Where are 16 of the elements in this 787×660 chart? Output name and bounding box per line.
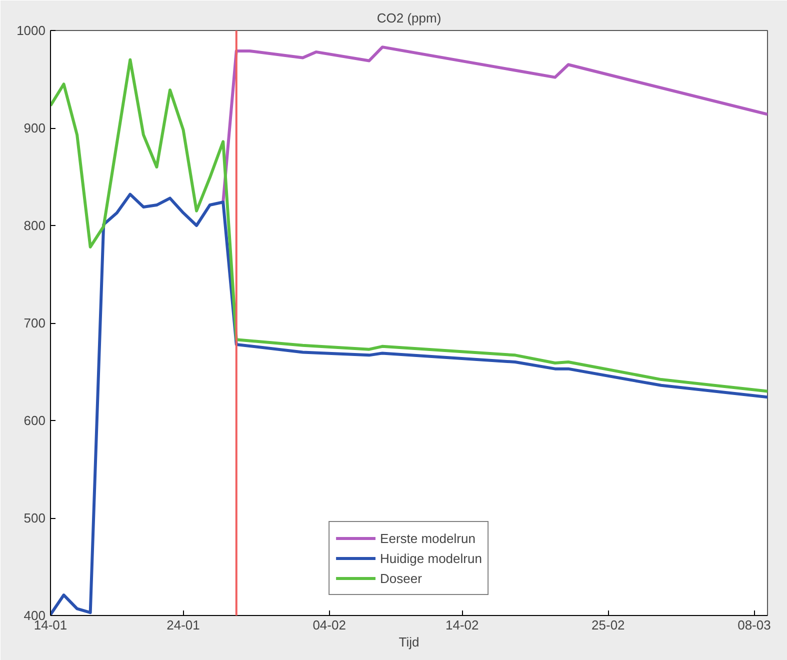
legend-label: Huidige modelrun bbox=[380, 550, 482, 566]
x-tick-label: 08-03 bbox=[738, 618, 771, 632]
chart-title: CO2 (ppm) bbox=[376, 10, 442, 26]
x-axis-title: Tijd bbox=[398, 634, 420, 650]
y-tick-label: 600 bbox=[24, 413, 46, 428]
y-tick-label: 1000 bbox=[16, 23, 46, 38]
x-tick-label: 24-01 bbox=[166, 618, 200, 632]
x-tick-label: 14-02 bbox=[445, 618, 479, 632]
y-tick-label: 500 bbox=[24, 510, 46, 526]
x-tick-label: 04-02 bbox=[312, 618, 346, 632]
y-tick-label: 800 bbox=[24, 218, 46, 233]
y-tick-label: 900 bbox=[24, 120, 46, 136]
legend-label: Doseer bbox=[380, 570, 422, 586]
legend-label: Eerste modelrun bbox=[380, 530, 476, 546]
y-tick-label: 700 bbox=[24, 316, 46, 330]
x-tick-label: 25-02 bbox=[592, 618, 625, 632]
